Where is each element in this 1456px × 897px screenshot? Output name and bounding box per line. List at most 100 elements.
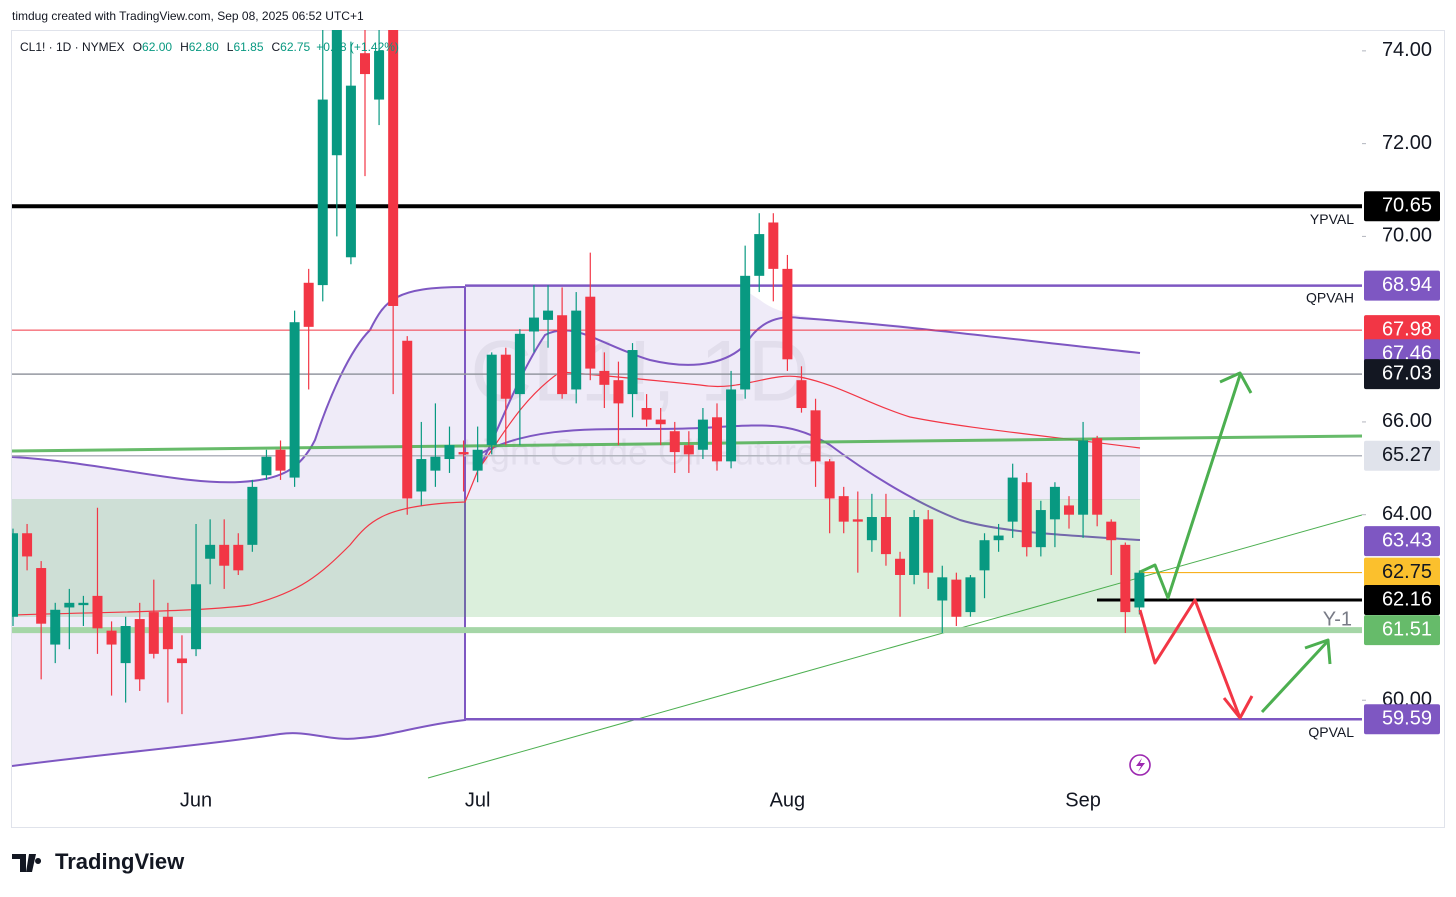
candle-body [528, 317, 539, 332]
level-price-box [1364, 270, 1440, 301]
candle-body [22, 533, 33, 557]
candle-body [993, 535, 1004, 541]
candle-body [613, 380, 624, 404]
y-tick-label: 64.00 [1382, 503, 1432, 525]
candle-body [740, 275, 751, 390]
candle-body [275, 449, 286, 471]
x-tick-label: Jul [465, 789, 491, 811]
candle-body [162, 616, 173, 650]
candle-body [1007, 477, 1018, 522]
candle-body [852, 519, 863, 522]
candle-body [444, 445, 455, 460]
legend-value: 62.80 [189, 40, 219, 54]
levels: YPVAL QPVAH Y-1 QPVAL [12, 204, 1362, 740]
candle-body [1078, 440, 1089, 515]
candle-body [106, 630, 117, 645]
candle-body [514, 333, 525, 395]
logo-mark [12, 854, 42, 872]
candle-body [1106, 521, 1117, 541]
level-price-box [1364, 440, 1440, 471]
candle-body [317, 99, 328, 286]
candle-body [289, 322, 300, 478]
y-tick-label: 66.00 [1382, 410, 1432, 432]
watermark-symbol: CL1!, 1D [470, 324, 809, 420]
level-price-label: 65.27 [1382, 444, 1432, 466]
band-lower [12, 287, 466, 767]
level-price-label: 70.65 [1382, 195, 1432, 217]
legend-value: 61.85 [233, 40, 263, 54]
header: timdug created with TradingView.com, Sep… [12, 9, 364, 23]
candle-body [655, 419, 666, 425]
bull-arrow-head [1219, 371, 1253, 394]
legend-line: CL1! · 1D · NYMEX O62.00 H62.80 L61.85 C62.7… [20, 40, 399, 54]
candle-body [557, 315, 568, 395]
candle-body [1120, 544, 1131, 613]
candle-body [430, 456, 441, 471]
candle-body [641, 408, 652, 420]
trend-line-flat [12, 434, 1362, 453]
x-tick-label: Jun [180, 789, 212, 811]
candle-body [486, 354, 497, 446]
candle-body [937, 577, 948, 601]
level-price-box [1364, 704, 1440, 735]
annotations [1129, 371, 1332, 776]
y-tick-label: 74.00 [1382, 39, 1432, 61]
level-price-label: 67.03 [1382, 362, 1432, 384]
bull-arrow [1139, 374, 1242, 600]
level-name: QPVAH [1306, 289, 1354, 305]
band-upper [12, 286, 466, 484]
candle-body [191, 584, 202, 650]
candle-body [866, 517, 877, 541]
candle-body [36, 568, 47, 624]
legend-value: 62.00 [142, 40, 172, 54]
candle-body [669, 431, 680, 453]
level-price-label: 67.46 [1382, 342, 1432, 364]
candle-body [261, 456, 272, 476]
legend-symbol: CL1! · 1D · NYMEX [20, 40, 125, 54]
candle-body [458, 452, 469, 455]
level-price-box [1364, 585, 1440, 616]
candle-body [712, 417, 722, 462]
legend-key: O [133, 40, 142, 54]
level-price-box [1364, 615, 1440, 646]
candle-body [472, 449, 483, 471]
candle-body [120, 626, 131, 664]
candle-body [599, 370, 610, 385]
candle-body [148, 612, 159, 654]
candle-body [627, 350, 638, 395]
candle-body [416, 459, 427, 492]
x-tick-label: Sep [1065, 789, 1101, 811]
candle-body [979, 540, 990, 571]
candle-body [12, 533, 18, 617]
level-price-box [1364, 359, 1440, 390]
level-price-box [1364, 526, 1440, 557]
candle-body [247, 486, 258, 545]
price-axis: 74.0072.0070.0066.0064.0060.0070.6568.94… [180, 39, 1440, 811]
footer: TradingView [12, 849, 185, 874]
vwap-upper [477, 316, 1141, 471]
candle-body [50, 609, 61, 645]
level-price-label: 61.51 [1382, 618, 1432, 640]
candle-body [134, 619, 145, 680]
pane-border [11, 30, 1445, 828]
level-name: YPVAL [1310, 211, 1354, 227]
legend-value: 62.75 [280, 40, 310, 54]
candle-body [500, 354, 511, 399]
level-price-box [1364, 315, 1440, 346]
legend-key: C [272, 40, 281, 54]
candle-body [345, 85, 356, 258]
level-name: Y-1 [1323, 608, 1352, 630]
candle-body [388, 30, 399, 306]
candle-body [895, 558, 906, 575]
candle-body [78, 602, 89, 606]
level-price-label: 63.43 [1382, 529, 1432, 551]
legend: CL1! · 1D · NYMEX O62.00 H62.80 L61.85 C62.7… [20, 40, 399, 54]
candle-body [64, 602, 75, 608]
level-price-label: 67.98 [1382, 318, 1432, 340]
candle-body [205, 544, 216, 559]
alert-icon-bolt [1136, 758, 1145, 772]
candles [12, 30, 1145, 715]
level-price-label: 59.59 [1382, 708, 1432, 730]
candle-body [810, 410, 821, 462]
